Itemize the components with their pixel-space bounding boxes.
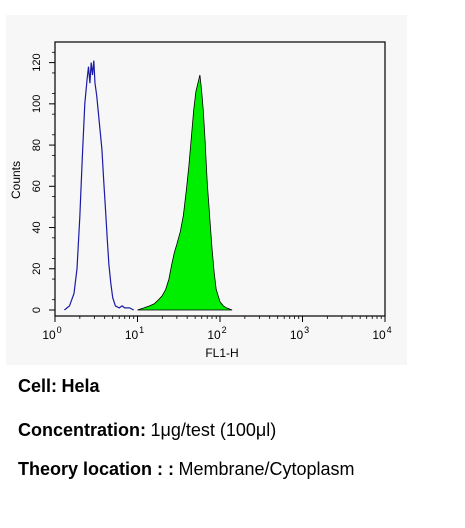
- y-tick-label: 120: [31, 53, 43, 71]
- cell-line-info: Cell: Hela: [18, 376, 100, 397]
- cell-label: Cell:: [18, 376, 58, 396]
- concentration-info: Concentration: 1μg/test (100μl): [18, 420, 276, 441]
- location-label: Theory location : :: [18, 459, 175, 479]
- y-tick-label: 0: [31, 307, 43, 313]
- location-value: Membrane/Cytoplasm: [178, 459, 355, 479]
- x-tick-label: 104: [372, 325, 391, 342]
- concentration-label: Concentration:: [18, 420, 146, 440]
- flow-cytometry-histogram: 100 101 102 103 104 0 20 40 60 80 100 120 FL1-H Cou…: [9, 41, 392, 360]
- theory-location-info: Theory location : : Membrane/Cytoplasm: [18, 459, 355, 480]
- x-tick-label: 101: [125, 325, 144, 342]
- y-tick-label: 60: [31, 180, 43, 192]
- x-tick-label: 100: [42, 325, 61, 342]
- series-0-outline-histogram: [64, 60, 134, 311]
- series-1-filled-histogram: [137, 74, 233, 311]
- y-axis-label: Counts: [9, 161, 23, 199]
- x-axis-label: FL1-H: [205, 346, 238, 360]
- concentration-value: 1μg/test (100μl): [150, 420, 277, 440]
- y-tick-label: 40: [31, 221, 43, 233]
- y-tick-label: 80: [31, 139, 43, 151]
- y-tick-label: 20: [31, 263, 43, 275]
- x-tick-label: 103: [290, 325, 309, 342]
- x-tick-label: 102: [207, 325, 226, 342]
- cell-value: Hela: [61, 376, 100, 396]
- plot-frame: [54, 41, 386, 317]
- y-tick-label: 100: [31, 95, 43, 113]
